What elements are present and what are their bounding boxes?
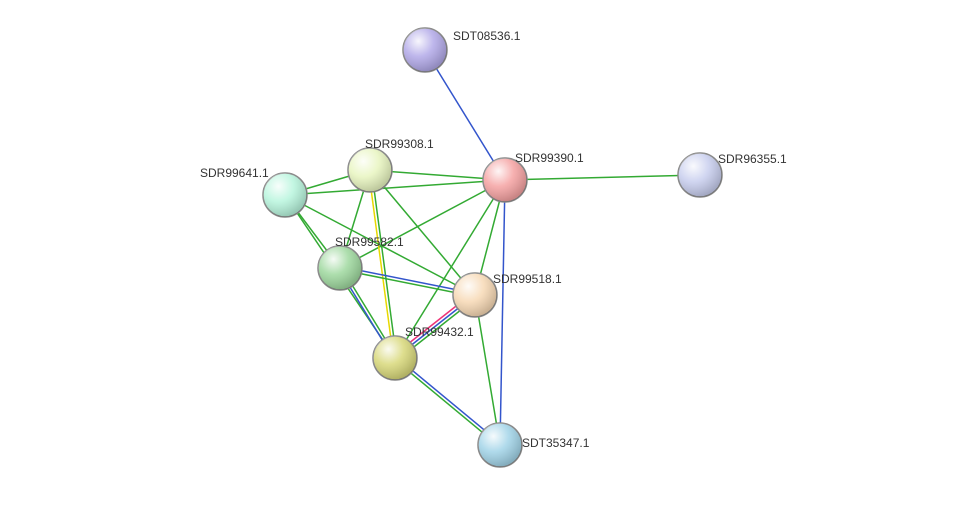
node-SDR99432.1[interactable]	[373, 336, 417, 380]
node-SDR96355.1[interactable]	[678, 153, 722, 197]
node-SDT08536.1[interactable]	[403, 28, 447, 72]
node-SDR99518.1[interactable]	[453, 273, 497, 317]
labels: SDT08536.1SDR99390.1SDR96355.1SDR99308.1…	[200, 29, 787, 450]
edge	[285, 180, 505, 195]
node-SDR99390.1[interactable]	[483, 158, 527, 202]
network-graph: SDT08536.1SDR99390.1SDR96355.1SDR99308.1…	[0, 0, 976, 505]
node-SDR99582.1[interactable]	[318, 246, 362, 290]
edge	[395, 180, 505, 358]
node-SDT35347.1[interactable]	[478, 423, 522, 467]
edge	[475, 295, 500, 445]
node-SDR99641.1[interactable]	[263, 173, 307, 217]
node-label: SDT35347.1	[522, 436, 590, 450]
edge	[340, 180, 505, 268]
edge	[500, 180, 505, 445]
node-label: SDR99641.1	[200, 166, 269, 180]
node-SDR99308.1[interactable]	[348, 148, 392, 192]
node-label: SDR96355.1	[718, 152, 787, 166]
edge	[285, 195, 475, 295]
edge	[505, 175, 700, 180]
node-label: SDR99390.1	[515, 151, 584, 165]
node-label: SDT08536.1	[453, 29, 521, 43]
edge	[425, 50, 505, 180]
edge	[369, 170, 394, 358]
